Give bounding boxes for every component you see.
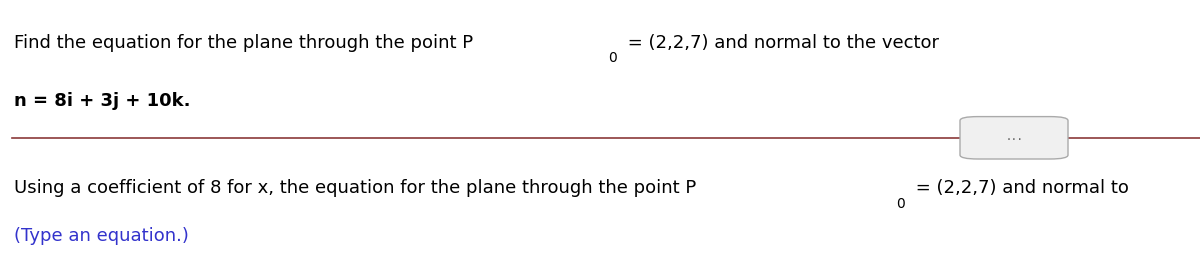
Text: (Type an equation.): (Type an equation.) [14,227,190,245]
Text: = (2,2,7) and normal to: = (2,2,7) and normal to [910,179,1134,197]
Text: Find the equation for the plane through the point P: Find the equation for the plane through … [14,34,474,52]
Text: n = 8i + 3j + 10k.: n = 8i + 3j + 10k. [14,92,191,110]
Text: 0: 0 [896,197,905,211]
Text: Using a coefficient of 8 for x, the equation for the plane through the point P: Using a coefficient of 8 for x, the equa… [14,179,697,197]
Text: = (2,2,7) and normal to the vector: = (2,2,7) and normal to the vector [622,34,938,52]
Text: ...: ... [1006,132,1022,142]
Text: 0: 0 [608,51,617,65]
FancyBboxPatch shape [960,117,1068,159]
